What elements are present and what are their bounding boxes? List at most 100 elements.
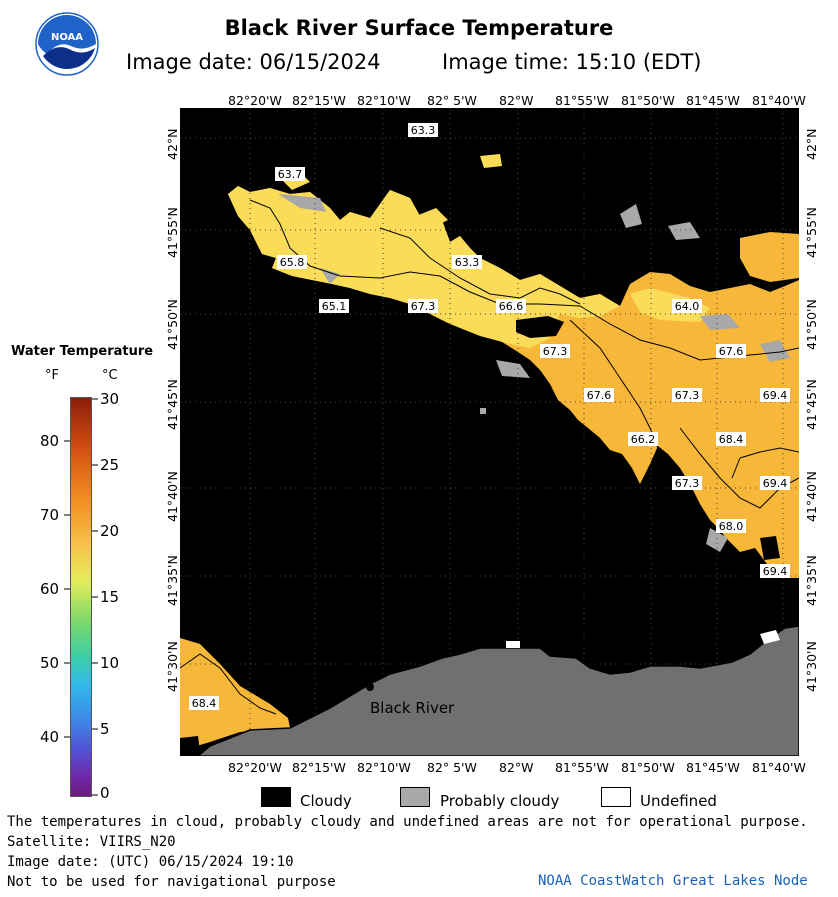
lat-tick-left: 41°45'N (165, 379, 180, 430)
cloudy-label: Cloudy (300, 792, 352, 810)
undefined-swatch (601, 787, 631, 807)
cloud-hole (516, 316, 564, 338)
svg-text:67.3: 67.3 (411, 300, 436, 313)
lon-tick-bottom: 82°W (499, 760, 534, 775)
lon-tick-top: 81°55'W (555, 93, 609, 108)
black-river-marker (366, 683, 374, 691)
water-patch (416, 208, 448, 228)
lon-tick-top: 81°40'W (752, 93, 806, 108)
temp-label: 65.8 (277, 255, 307, 269)
lon-tick-top: 82° 5'W (427, 93, 477, 108)
undefined-area (760, 630, 780, 644)
lat-tick-left: 41°35'N (165, 555, 180, 606)
undefined-area (506, 641, 520, 648)
svg-text:63.7: 63.7 (278, 168, 303, 181)
undefined-label: Undefined (640, 792, 717, 810)
place-label: Black River (370, 699, 455, 717)
land-area (196, 625, 799, 756)
temp-label: 64.0 (672, 299, 702, 313)
f-tick: 80 (40, 432, 60, 450)
unit-celsius: °C (102, 368, 118, 383)
lat-tick-right: 41°35'N (804, 555, 819, 606)
utc-date: Image date: (UTC) 06/15/2024 19:10 (7, 854, 294, 870)
probably-cloudy-patch (760, 340, 790, 362)
legend-title: Water Temperature (11, 344, 154, 359)
noaa-logo-icon: NOAA (35, 12, 99, 76)
isotherm-line (731, 447, 799, 479)
lat-tick-right: 41°45'N (804, 379, 819, 430)
lon-tick-top: 81°50'W (621, 93, 675, 108)
temp-label: 66.2 (628, 432, 658, 446)
svg-text:63.3: 63.3 (455, 256, 480, 269)
page-title: Black River Surface Temperature (224, 16, 614, 40)
image-time: Image time: 15:10 (EDT) (442, 50, 702, 74)
c-tick: 25 (100, 456, 120, 474)
temp-label: 63.7 (275, 167, 305, 181)
temp-label: 66.6 (496, 299, 526, 313)
c-tick: 20 (100, 522, 120, 540)
svg-text:65.8: 65.8 (280, 256, 305, 269)
probably-cloudy-patch (706, 528, 728, 552)
lat-tick-left: 41°50'N (165, 299, 180, 350)
lat-tick-right: 41°50'N (804, 299, 819, 350)
colorbar (70, 397, 92, 797)
temp-label: 67.3 (408, 299, 438, 313)
svg-text:64.0: 64.0 (675, 300, 700, 313)
lon-tick-top: 82°20'W (228, 93, 282, 108)
svg-text:67.3: 67.3 (543, 345, 568, 358)
image-date: Image date: 06/15/2024 (126, 50, 381, 74)
lat-tick-right: 42°N (804, 128, 819, 160)
temp-label: 67.6 (716, 344, 746, 358)
temperature-map: Black River 63.3 63.7 65.8 63.3 65.1 67.… (180, 108, 799, 756)
temp-label: 69.4 (760, 476, 790, 490)
temp-label: 67.3 (672, 476, 702, 490)
svg-text:67.3: 67.3 (675, 477, 700, 490)
water-patch (180, 638, 290, 748)
lon-tick-bottom: 82°15'W (292, 760, 346, 775)
credit-link[interactable]: NOAA CoastWatch Great Lakes Node (538, 873, 808, 889)
lat-tick-left: 42°N (165, 128, 180, 160)
water-patch (740, 232, 799, 282)
f-tick: 40 (40, 728, 60, 746)
lon-tick-top: 82°10'W (357, 93, 411, 108)
svg-text:69.4: 69.4 (763, 477, 788, 490)
temp-label: 63.3 (408, 123, 438, 137)
colorbar-ticks (64, 398, 98, 796)
probably-cloudy-patch (278, 194, 326, 212)
svg-text:68.4: 68.4 (719, 433, 744, 446)
lat-tick-left: 41°55'N (165, 207, 180, 258)
svg-text:68.0: 68.0 (719, 520, 744, 533)
temp-label: 69.4 (760, 388, 790, 402)
svg-text:65.1: 65.1 (322, 300, 347, 313)
probably-cloudy-patch (320, 268, 340, 284)
lat-tick-right: 41°55'N (804, 207, 819, 258)
temp-label: 69.4 (760, 564, 790, 578)
probably-cloudy-patch (620, 204, 642, 228)
probably-cloudy-patch (496, 360, 530, 378)
lat-tick-right: 41°30'N (804, 641, 819, 692)
svg-text:67.6: 67.6 (587, 389, 612, 402)
isotherm-line (180, 653, 277, 715)
c-tick: 5 (100, 720, 110, 738)
lon-tick-bottom: 82°20'W (228, 760, 282, 775)
logo-text: NOAA (51, 32, 83, 43)
temp-label: 63.3 (452, 255, 482, 269)
cloud-hole (760, 536, 780, 560)
c-tick: 10 (100, 654, 120, 672)
disclaimer: The temperatures in cloud, probably clou… (7, 814, 808, 830)
lon-tick-bottom: 81°45'W (686, 760, 740, 775)
c-tick: 15 (100, 588, 120, 606)
lon-tick-top: 81°45'W (686, 93, 740, 108)
probably-cloudy-swatch (400, 787, 430, 807)
lon-tick-bottom: 81°50'W (621, 760, 675, 775)
svg-text:68.4: 68.4 (192, 697, 217, 710)
svg-text:67.6: 67.6 (719, 345, 744, 358)
f-tick: 60 (40, 580, 60, 598)
lon-tick-bottom: 81°40'W (752, 760, 806, 775)
temp-label: 68.4 (189, 696, 219, 710)
isotherm-line (249, 199, 799, 361)
isotherm-line (379, 227, 581, 305)
probably-cloudy-patch (700, 314, 740, 330)
svg-text:67.3: 67.3 (675, 389, 700, 402)
temp-label: 67.3 (540, 344, 570, 358)
